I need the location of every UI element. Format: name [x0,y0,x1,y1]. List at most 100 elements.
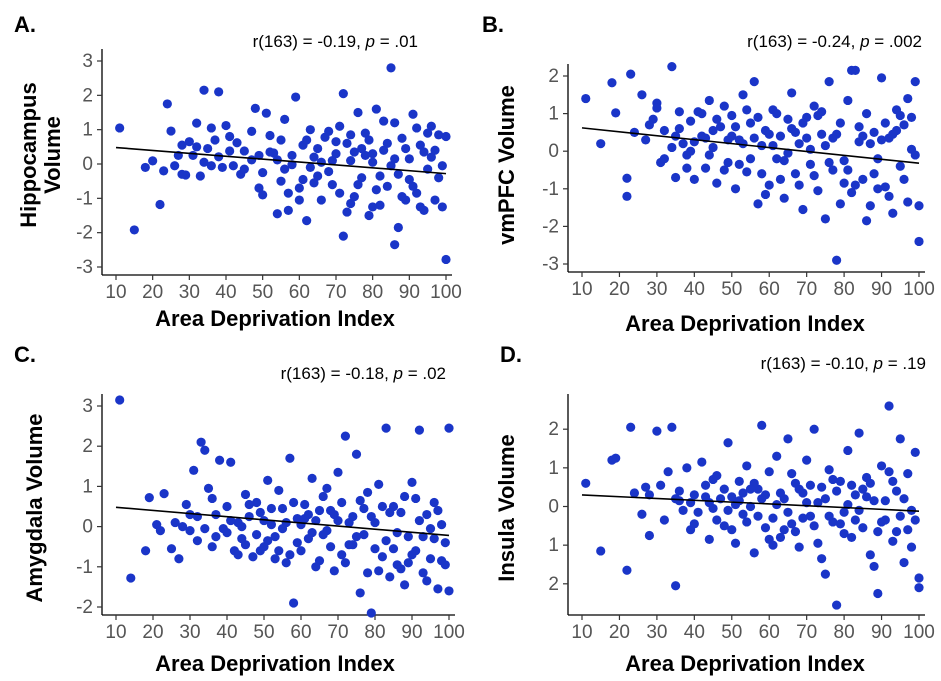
data-point [820,140,830,151]
data-point [177,169,187,179]
data-point [704,150,714,160]
data-point [444,586,454,596]
data-point [412,188,422,198]
data-point [835,519,845,529]
data-point [783,434,793,444]
data-point [200,524,210,534]
data-point [385,507,395,518]
data-point [226,515,236,526]
data-point [199,85,209,95]
data-point [847,187,857,198]
data-point [115,395,125,405]
annotation-suffix: = .19 [883,354,926,373]
x-tick-label: 90 [871,622,892,643]
data-point [382,138,392,148]
data-point [888,129,898,139]
data-point [277,503,288,514]
data-point [126,573,136,583]
data-point [659,515,669,525]
data-point [719,484,729,494]
data-point [203,143,213,154]
data-point [144,493,154,503]
data-point [663,467,673,477]
data-point [313,143,323,154]
data-point [174,554,184,564]
data-point [876,73,887,83]
data-point [865,478,875,488]
data-point [772,154,782,164]
data-point [764,467,774,477]
data-point [787,469,797,479]
y-tick-label: 2 [548,66,559,87]
data-point [355,495,365,506]
data-point [148,156,158,166]
data-point [809,101,819,111]
data-point [783,507,793,517]
data-point [274,485,284,496]
x-tick-label: 20 [142,622,163,643]
x-tick-label: 30 [179,622,200,643]
regression-line [115,506,450,537]
data-point [899,174,909,184]
data-point [861,109,872,119]
data-point [214,152,224,162]
data-point [906,112,917,122]
data-point [794,180,804,190]
data-point [221,120,231,131]
correlation-annotation: r(163) = -0.10, p = .19 [761,354,926,373]
data-point [359,503,369,514]
data-point [349,192,359,202]
data-point [704,534,714,544]
annotation-suffix: = .01 [375,32,418,51]
data-point [689,174,699,184]
data-point [400,491,410,502]
data-point [239,146,249,156]
x-tick-label: 20 [609,279,630,300]
data-point [914,236,924,247]
data-point [357,143,367,154]
data-point [335,188,345,198]
data-point [824,157,834,168]
data-point [181,499,191,510]
data-point [327,180,337,190]
data-point [899,120,909,130]
data-point [820,214,830,224]
data-point [307,473,317,483]
data-point [192,142,202,152]
data-point [682,463,692,473]
data-point [865,550,875,560]
data-point [802,133,812,143]
data-point [764,129,774,139]
data-point [261,108,271,118]
data-point [258,190,268,200]
data-point [364,135,374,145]
plot-area: 10 20 30 40 50 60 70 80 90 100 -2 -1 0 1 2 3 [76,394,465,643]
data-point [742,517,752,527]
x-tick-label: 50 [721,279,742,300]
data-point [374,479,384,489]
data-point [876,135,887,145]
y-tick-label: 1 [82,120,93,141]
data-point [277,524,288,534]
data-point [292,538,302,548]
data-point [779,193,789,203]
data-point [237,522,247,532]
data-point [287,150,297,161]
data-point [162,99,172,109]
data-point [596,546,606,556]
data-point [440,538,450,548]
data-point [715,122,726,132]
data-point [337,550,347,560]
data-point [820,494,830,504]
data-point [252,497,262,508]
correlation-annotation: r(163) = -0.24, p = .002 [747,32,922,51]
data-point [244,511,254,522]
data-point [316,157,326,167]
data-point [730,538,741,548]
data-point [622,191,632,201]
data-point [884,401,894,411]
data-point [155,526,165,536]
data-point [329,566,339,576]
data-point [265,147,275,157]
data-point [734,476,744,486]
